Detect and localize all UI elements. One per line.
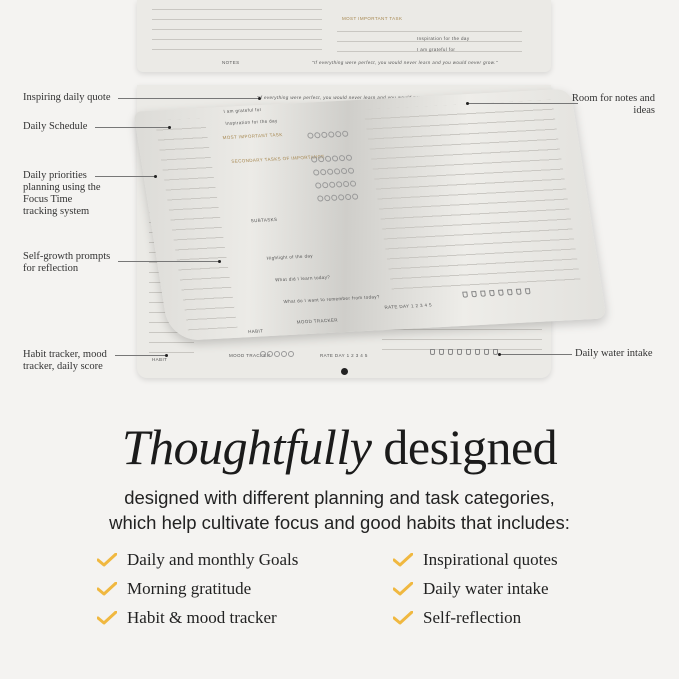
planner-curled-page: I am grateful for Inspiration for the da… — [133, 88, 607, 342]
checkmark-icon — [97, 582, 117, 596]
feature-item: Habit & mood tracker — [97, 608, 277, 628]
feature-label: Daily and monthly Goals — [127, 550, 299, 569]
annotation-quote: Inspiring daily quote — [23, 92, 111, 103]
feature-label: Habit & mood tracker — [127, 608, 277, 627]
checkmark-icon — [97, 611, 117, 625]
focus-circles[interactable] — [316, 193, 360, 202]
headline-rest: designed — [371, 419, 558, 475]
quote-text: "If everything were perfect, you would n… — [257, 95, 443, 100]
subtitle-line-2: which help cultivate focus and good habi… — [109, 512, 570, 533]
feature-item: Self-reflection — [393, 608, 521, 628]
headline: Thoughtfully designed — [0, 418, 679, 476]
checkmark-icon — [393, 582, 413, 596]
inspiration-label: Inspiration for the day — [417, 36, 470, 41]
focus-circles[interactable] — [312, 167, 356, 176]
highlight-label: Highlight of the day — [266, 253, 314, 261]
subtasks-label: SUBTASKS — [250, 216, 278, 224]
focus-circles[interactable] — [310, 154, 354, 164]
habit-label: HABIT — [247, 328, 264, 335]
feature-item: Morning gratitude — [97, 579, 251, 599]
learn-label: What did I learn today? — [274, 274, 331, 283]
feature-item: Inspirational quotes — [393, 550, 558, 570]
focus-circles[interactable] — [314, 180, 358, 189]
grateful-label: I am grateful for — [417, 47, 456, 52]
mood-tracker-label: MOOD TRACKER — [296, 317, 339, 325]
rate-day-label: RATE DAY 1 2 3 4 5 — [320, 353, 368, 358]
annotation-selfgrowth: Self-growth prompts for reflection — [23, 251, 111, 274]
feature-item: Daily and monthly Goals — [97, 550, 298, 570]
feature-label: Self-reflection — [423, 608, 522, 627]
annotation-habit: Habit tracker, mood tracker, daily score — [23, 349, 107, 372]
feature-label: Inspirational quotes — [423, 550, 558, 569]
checkmark-icon — [97, 553, 117, 567]
mood-circles[interactable] — [260, 351, 295, 358]
feature-item: Daily water intake — [393, 579, 549, 599]
most-important-task-label: MOST IMPORTANT TASK — [342, 16, 403, 21]
inspiration-label: Inspiration for the day — [225, 118, 278, 126]
remember-label: What do I want to remember from today? — [283, 294, 381, 305]
feature-label: Morning gratitude — [127, 579, 252, 598]
quote-text: "If everything were perfect, you would n… — [312, 60, 498, 65]
checkmark-icon — [393, 611, 413, 625]
habit-label: HABIT — [152, 357, 168, 362]
focus-circles[interactable] — [306, 130, 350, 140]
binding-hole — [341, 368, 348, 375]
annotation-water: Daily water intake — [575, 348, 653, 359]
grateful-label: I am grateful for — [223, 106, 262, 114]
annotation-schedule: Daily Schedule — [23, 121, 88, 132]
water-cups[interactable] — [430, 349, 502, 356]
most-important-task-label: MOST IMPORTANT TASK — [222, 132, 283, 141]
notes-label: NOTES — [222, 60, 240, 65]
checkmark-icon — [393, 553, 413, 567]
feature-label: Daily water intake — [423, 579, 549, 598]
headline-italic: Thoughtfully — [121, 419, 372, 475]
subtitle-line-1: designed with different planning and tas… — [124, 487, 555, 508]
rate-day-label: RATE DAY 1 2 3 4 5 — [384, 302, 433, 310]
annotation-notes: Room for notes and ideas — [571, 93, 655, 116]
planner-top-sheet: MOST IMPORTANT TASK Inspiration for the … — [137, 0, 551, 72]
mood-tracker-label: MOOD TRACKER — [229, 353, 271, 358]
annotation-priorities: Daily priorities planning using the Focu… — [23, 170, 101, 217]
